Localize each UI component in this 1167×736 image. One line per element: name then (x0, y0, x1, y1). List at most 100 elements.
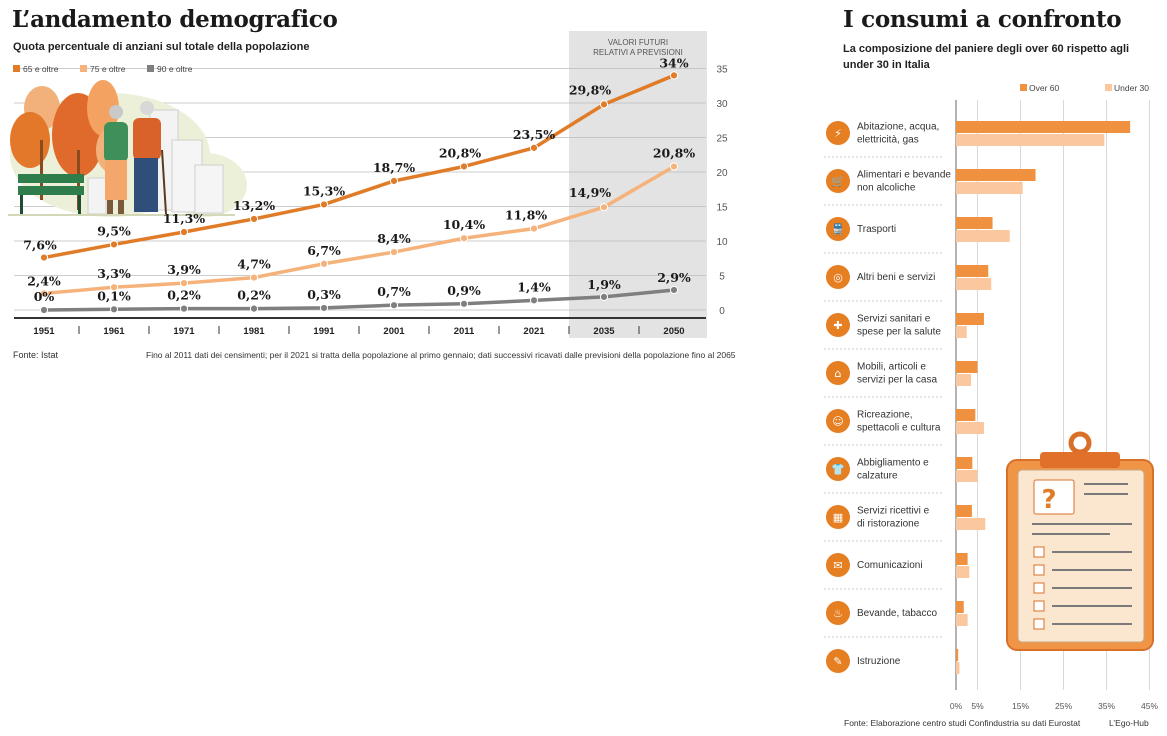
data-point (179, 227, 189, 237)
category-label: Trasporti (857, 224, 896, 235)
left-line-series: 7,6% 9,5% 11,3% 13,2% 15,3% 18,7% 20,8% 23,5% 29… (23, 55, 695, 315)
bar (956, 457, 973, 469)
x-tick-label: 2050 (663, 326, 684, 337)
x-tick-label: 2011 (454, 326, 475, 337)
icon-glyph: ✚ (833, 319, 842, 332)
category-label: di ristorazione (857, 519, 920, 530)
chat-icon (826, 553, 850, 577)
theater-icon (826, 409, 850, 433)
legend-label: Over 60 (1029, 83, 1060, 93)
legend-label: 65 e oltre (23, 64, 59, 74)
data-point (249, 214, 259, 224)
right-bar-series (956, 121, 1131, 674)
left-gridlines: 0 5 10 15 20 25 30 35 (14, 65, 728, 317)
data-label: 18,7% (373, 160, 415, 175)
bar (956, 121, 1131, 133)
elderly-couple-park-illustration (8, 80, 247, 217)
data-label: 2,9% (657, 270, 691, 285)
data-point (599, 100, 609, 109)
category-label: Servizi ricettivi e (857, 506, 930, 517)
data-label: 1,4% (517, 279, 551, 294)
data-point (459, 299, 469, 308)
data-point (39, 305, 49, 315)
x-tick-label: 1951 (33, 326, 55, 337)
data-label: 0,2% (167, 288, 201, 303)
bar (956, 169, 1036, 181)
legend-swatch (1105, 84, 1112, 91)
category-label: spettacoli e cultura (857, 423, 941, 434)
right-chart-subtitle: La composizione del paniere degli over 6… (843, 43, 1130, 71)
data-point (109, 240, 119, 249)
groceries-icon (826, 169, 850, 193)
legend-swatch (13, 65, 20, 72)
icon-glyph: ☺ (832, 415, 843, 428)
coins-icon (826, 265, 850, 289)
x-tick-label: 25% (1055, 701, 1072, 711)
bar (956, 649, 959, 661)
data-label: 20,8% (653, 145, 695, 160)
category-label: servizi per la casa (857, 375, 937, 386)
x-tick-label: 1971 (173, 326, 195, 337)
data-label: 8,4% (377, 231, 411, 246)
data-label: 0,1% (97, 288, 131, 303)
forecast-label-line1: VALORI FUTURI (608, 38, 668, 47)
data-point (319, 303, 329, 313)
data-label: 15,3% (303, 183, 345, 198)
data-label: 6,7% (307, 243, 341, 258)
x-tick-label: 1961 (103, 326, 125, 337)
forecast-label-line2: RELATIVI A PREVISIONI (593, 48, 683, 57)
right-category-list: ⚡ Abitazione, acqua, elettricità, gas 🛒 Alim… (824, 121, 951, 673)
graduation-icon (826, 649, 850, 673)
data-point (599, 292, 609, 301)
legend-label: 75 e oltre (90, 64, 126, 74)
series-line (43, 73, 675, 260)
bar (956, 614, 968, 626)
icon-glyph: ✉ (833, 559, 842, 572)
bar (956, 470, 978, 482)
icon-glyph: ⌂ (835, 367, 842, 380)
data-label: 10,4% (443, 217, 485, 232)
right-source: Fonte: Elaborazione centro studi Confind… (844, 718, 1081, 728)
bar (956, 601, 964, 613)
lightning-icon (826, 121, 850, 145)
icon-glyph: ⚡ (834, 127, 842, 140)
left-x-axis: 1951 1961 1971 1981 1991 2001 2011 2021 2035 2050 (14, 317, 706, 337)
x-tick-label: 2021 (523, 326, 545, 337)
data-point (389, 176, 399, 186)
bar (956, 326, 967, 338)
data-label: 34% (659, 55, 688, 70)
icon-glyph: 🚆 (831, 223, 845, 236)
series-line (43, 288, 675, 312)
data-label: 1,9% (587, 277, 621, 292)
legend-swatch (147, 65, 154, 72)
data-point (179, 304, 189, 313)
data-point (599, 203, 609, 212)
data-label: 11,3% (163, 211, 205, 226)
x-tick-label: 2001 (383, 326, 405, 337)
x-tick-label: 2035 (593, 326, 615, 337)
category-label: Mobili, articoli e (857, 362, 926, 373)
legend-swatch (80, 65, 87, 72)
data-point (109, 283, 119, 292)
data-point (39, 253, 49, 262)
bar (956, 182, 1023, 194)
data-point (529, 224, 539, 233)
icon-glyph: ▦ (833, 511, 843, 524)
bar (956, 409, 976, 421)
y-tick-label: 10 (716, 237, 728, 248)
forecast-band (569, 31, 707, 338)
y-tick-label: 30 (716, 99, 728, 110)
hotel-icon (826, 505, 850, 529)
category-label: elettricità, gas (857, 135, 919, 146)
data-point (389, 247, 399, 257)
y-tick-label: 15 (716, 203, 728, 214)
category-label: Ricreazione, (857, 410, 913, 421)
bar (956, 374, 972, 386)
x-tick-label: 5% (971, 701, 984, 711)
bar (956, 361, 978, 373)
legend-label: 90 e oltre (157, 64, 193, 74)
legend-label: Under 30 (1114, 83, 1149, 93)
icon-glyph: 👕 (831, 463, 845, 476)
icon-glyph: ♨ (833, 607, 843, 620)
